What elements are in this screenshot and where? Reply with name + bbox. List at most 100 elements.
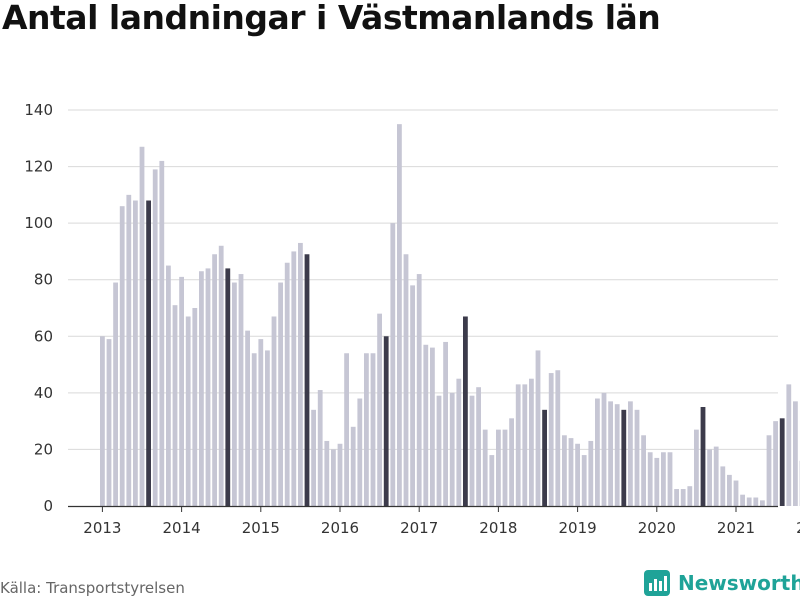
source-note: Källa: Transportstyrelsen <box>0 579 185 597</box>
bar <box>713 446 719 506</box>
bar <box>548 373 554 506</box>
bar <box>720 466 726 506</box>
bar <box>324 440 330 506</box>
bar <box>661 452 666 506</box>
bar <box>344 353 349 506</box>
bar <box>337 443 343 506</box>
bar <box>100 336 105 506</box>
bar <box>410 285 415 506</box>
bar <box>357 398 363 506</box>
bar <box>608 401 613 506</box>
bar <box>456 378 462 506</box>
bar <box>463 316 468 506</box>
bar <box>779 418 785 506</box>
bar <box>172 305 178 506</box>
bar <box>733 480 739 506</box>
bar <box>383 336 389 506</box>
bar <box>568 438 574 506</box>
bar <box>753 497 759 506</box>
bar <box>113 282 118 506</box>
y-tick-label: 80 <box>34 271 53 289</box>
bar <box>542 409 547 506</box>
bar <box>238 274 244 506</box>
bar <box>271 316 277 506</box>
bar <box>225 268 231 506</box>
bar <box>364 353 369 506</box>
bar <box>449 392 455 506</box>
y-tick-label: 40 <box>34 384 53 402</box>
bar <box>126 194 132 506</box>
bar <box>621 409 627 506</box>
bar <box>687 486 693 506</box>
brand-logo: Newsworthy <box>644 568 800 598</box>
bar <box>522 384 528 506</box>
bar <box>535 350 541 506</box>
bar <box>634 409 640 506</box>
x-tick-label: 2022 <box>796 519 800 537</box>
bar <box>304 254 310 506</box>
x-tick-label: 2015 <box>242 519 280 537</box>
bar <box>245 330 250 506</box>
bar <box>680 489 686 506</box>
x-tick-label: 2017 <box>400 519 438 537</box>
bar <box>139 146 145 506</box>
bar <box>436 395 442 506</box>
bar <box>390 223 396 506</box>
x-tick-label: 2014 <box>163 519 201 537</box>
bar <box>377 313 382 506</box>
bar <box>106 339 112 506</box>
y-tick-label: 140 <box>24 101 53 119</box>
bar <box>119 206 125 506</box>
bar <box>192 308 198 506</box>
bar <box>212 254 217 506</box>
bar <box>740 494 745 506</box>
bar <box>641 435 646 506</box>
bar <box>469 395 475 506</box>
bar <box>146 200 151 506</box>
bar <box>265 350 270 506</box>
bar <box>727 474 732 506</box>
bar <box>667 452 673 506</box>
y-tick-label: 120 <box>24 158 53 176</box>
chart-logo-icon <box>644 570 670 596</box>
bar <box>423 344 429 506</box>
bar <box>311 409 316 506</box>
bar <box>773 421 778 506</box>
bar <box>370 353 376 506</box>
y-tick-label: 100 <box>24 214 53 232</box>
x-tick-label: 2020 <box>638 519 676 537</box>
bar <box>766 435 772 506</box>
bar <box>509 418 514 506</box>
bar <box>601 392 607 506</box>
bar <box>562 435 567 506</box>
bar <box>251 353 257 506</box>
bar <box>707 449 712 506</box>
bar <box>575 443 580 506</box>
bar <box>350 426 356 506</box>
y-tick-label: 20 <box>34 440 53 458</box>
x-tick-label: 2018 <box>479 519 517 537</box>
bars <box>100 124 800 507</box>
bar <box>218 245 224 506</box>
bar <box>298 242 303 506</box>
x-tick-label: 2016 <box>321 519 359 537</box>
bar <box>278 282 283 506</box>
bar <box>159 160 165 506</box>
brand-name: Newsworthy <box>678 571 800 595</box>
bar <box>694 429 699 506</box>
bar <box>291 251 297 506</box>
bar <box>416 274 422 506</box>
bar <box>786 384 792 506</box>
x-tick-label: 2019 <box>559 519 597 537</box>
bar <box>397 124 402 507</box>
bar <box>199 271 204 506</box>
x-axis-ticks: 2013 2014 2015 2016 2017 2018 2019 2020 2021 2022 <box>83 506 800 537</box>
bar <box>258 339 264 506</box>
bar <box>443 341 448 506</box>
y-tick-label: 60 <box>34 327 53 345</box>
bar <box>581 455 587 506</box>
bar <box>654 457 660 506</box>
bar <box>628 401 633 506</box>
y-tick-label: 0 <box>43 497 53 515</box>
bar <box>489 455 495 506</box>
